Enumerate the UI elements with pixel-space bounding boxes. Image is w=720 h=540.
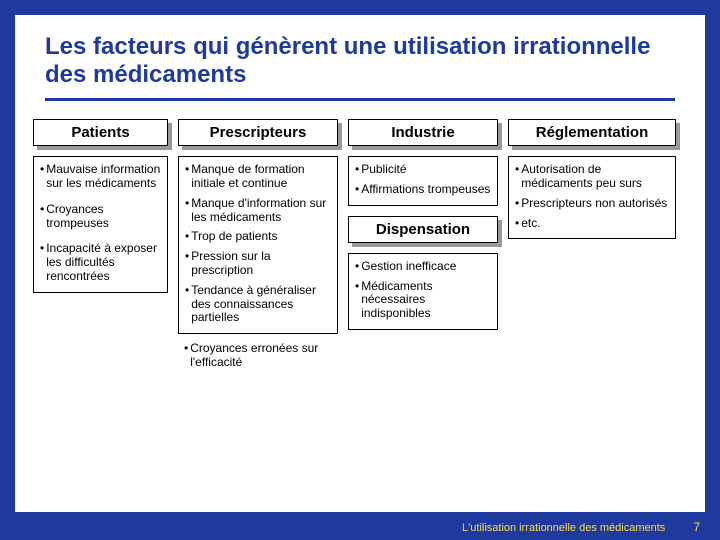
header-label: Réglementation (508, 119, 676, 146)
bullet-text: Incapacité à exposer les difficultés ren… (46, 242, 161, 283)
bullet-text: etc. (521, 217, 669, 231)
bullet: •Autorisation de médicaments peu surs (515, 163, 669, 191)
col-patients: Patients •Mauvaise information sur les m… (33, 119, 168, 370)
slide: Les facteurs qui génèrent une utilisatio… (0, 0, 720, 540)
body-prescripteurs: •Manque de formation initiale et continu… (178, 156, 338, 334)
bullet-text: Tendance à généraliser des connaissances… (191, 284, 331, 325)
slide-title: Les facteurs qui génèrent une utilisatio… (15, 15, 705, 94)
bullet-text: Autorisation de médicaments peu surs (521, 163, 669, 191)
bullet: •Croyances erronées sur l'efficacité (184, 342, 332, 370)
bullet: •Médicaments nécessaires indisponibles (355, 280, 491, 321)
header-prescripteurs: Prescripteurs (178, 119, 338, 146)
bullet-text: Publicité (361, 163, 491, 177)
header-patients: Patients (33, 119, 168, 146)
bullet-text: Manque d'information sur les médicaments (191, 197, 331, 225)
page-number: 7 (693, 520, 700, 534)
bullet-text: Gestion inefficace (361, 260, 491, 274)
bullet-text: Mauvaise information sur les médicaments (46, 163, 161, 191)
bullet-text: Trop de patients (191, 230, 331, 244)
footer: L'utilisation irrationnelle des médicame… (462, 520, 700, 534)
header-dispensation: Dispensation (348, 216, 498, 243)
header-label: Prescripteurs (178, 119, 338, 146)
header-reglementation: Réglementation (508, 119, 676, 146)
bullet: •Tendance à généraliser des connaissance… (185, 284, 331, 325)
bullet: •Mauvaise information sur les médicament… (40, 163, 161, 191)
bullet-text: Croyances erronées sur l'efficacité (190, 342, 332, 370)
body-industrie: •Publicité •Affirmations trompeuses (348, 156, 498, 206)
body-reglementation: •Autorisation de médicaments peu surs •P… (508, 156, 676, 239)
col-industrie: Industrie •Publicité •Affirmations tromp… (348, 119, 498, 370)
body-dispensation: •Gestion inefficace •Médicaments nécessa… (348, 253, 498, 330)
bullet-text: Prescripteurs non autorisés (521, 197, 669, 211)
footer-text: L'utilisation irrationnelle des médicame… (462, 522, 665, 534)
header-industrie: Industrie (348, 119, 498, 146)
bullet: •Gestion inefficace (355, 260, 491, 274)
bullet: •Publicité (355, 163, 491, 177)
bullet: •Trop de patients (185, 230, 331, 244)
columns: Patients •Mauvaise information sur les m… (15, 101, 705, 370)
bullet-text: Affirmations trompeuses (361, 183, 491, 197)
bullet: •Manque d'information sur les médicament… (185, 197, 331, 225)
bullet: •Manque de formation initiale et continu… (185, 163, 331, 191)
bullet: •Prescripteurs non autorisés (515, 197, 669, 211)
content-box: Les facteurs qui génèrent une utilisatio… (15, 15, 705, 512)
bullet: •Affirmations trompeuses (355, 183, 491, 197)
body-patients: •Mauvaise information sur les médicament… (33, 156, 168, 293)
bullet: •Croyances trompeuses (40, 203, 161, 231)
bullet-text: Médicaments nécessaires indisponibles (361, 280, 491, 321)
bullet-text: Pression sur la prescription (191, 250, 331, 278)
bullet-text: Manque de formation initiale et continue (191, 163, 331, 191)
bullet-text: Croyances trompeuses (46, 203, 161, 231)
header-label: Industrie (348, 119, 498, 146)
bullet: •Pression sur la prescription (185, 250, 331, 278)
bullet: •Incapacité à exposer les difficultés re… (40, 242, 161, 283)
col-reglementation: Réglementation •Autorisation de médicame… (508, 119, 676, 370)
outside-prescripteurs: •Croyances erronées sur l'efficacité (178, 334, 338, 370)
header-label: Dispensation (348, 216, 498, 243)
header-label: Patients (33, 119, 168, 146)
bullet: •etc. (515, 217, 669, 231)
col-prescripteurs: Prescripteurs •Manque de formation initi… (178, 119, 338, 370)
